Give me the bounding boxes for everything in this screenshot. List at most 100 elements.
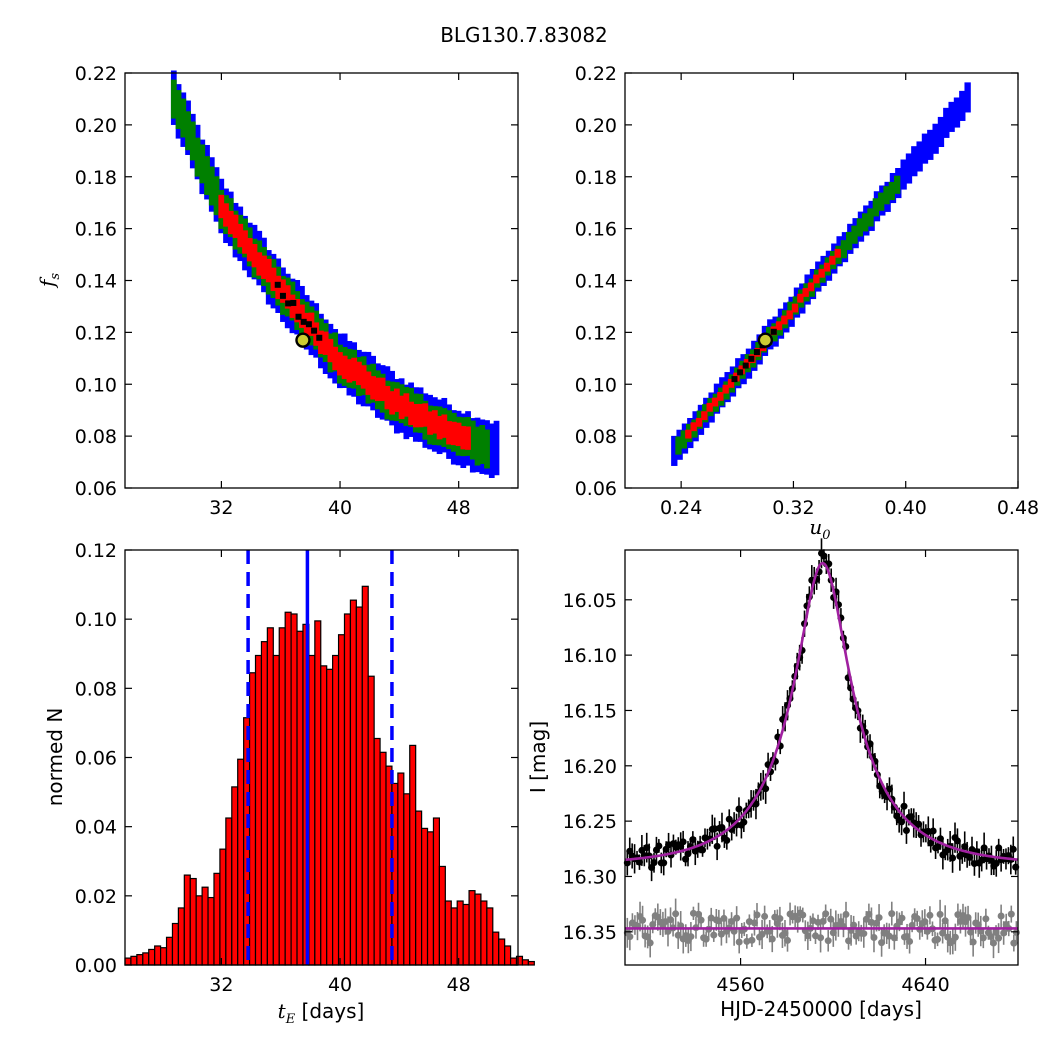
sigma1-cell — [685, 429, 692, 439]
hist-bar — [290, 613, 298, 966]
hist-bar — [421, 827, 429, 966]
hist-bar — [367, 675, 375, 966]
sigma1-cell — [261, 255, 267, 279]
hist-bar — [278, 627, 286, 966]
hist-bar — [521, 959, 529, 966]
resid-point — [646, 939, 654, 947]
x-tick-label: 0.40 — [885, 497, 927, 519]
sigma1-cell — [398, 395, 405, 420]
obs-point — [735, 805, 743, 813]
resid-point — [888, 910, 896, 918]
sigma2-cell — [675, 436, 682, 455]
p4-axes: 4560 4640 16.05 16.10 16.15 16.20 16.25 16.30 16… — [563, 550, 1018, 996]
sigma1-cell — [351, 357, 358, 382]
sigma1-cell — [823, 262, 831, 272]
best-fit-marker — [757, 332, 774, 348]
sigma1-cell — [422, 403, 429, 427]
resid-point — [989, 939, 997, 947]
resid-point — [822, 910, 830, 918]
sigma1-cell — [237, 223, 244, 248]
hist-bar — [237, 758, 245, 966]
y-tick-label: 0.04 — [75, 817, 117, 839]
obs-point — [929, 827, 937, 835]
sigma2-cell — [878, 192, 885, 211]
x-tick-label: 32 — [209, 497, 233, 519]
hist-bar — [480, 900, 488, 966]
y-tick-label: 16.25 — [563, 811, 617, 833]
figure-title: BLG130.7.83082 — [440, 23, 608, 47]
hist-bar — [426, 831, 435, 966]
y-tick-label: 0.08 — [75, 426, 117, 448]
sigma1-cell — [446, 421, 452, 445]
sigma3-cell — [948, 101, 955, 132]
sigma1-cell — [265, 258, 272, 283]
sigma1-cell — [403, 393, 410, 417]
resid-point — [799, 911, 807, 919]
p1-axes: 32 40 48 0.06 0.08 0.10 0.12 0.14 0.16 0.18 0.20 0.… — [75, 63, 518, 519]
hist-bar — [456, 900, 464, 966]
hist-bar — [148, 948, 156, 966]
y-tick-label: 0.02 — [75, 886, 117, 908]
y-tick-label: 0.22 — [575, 63, 617, 85]
model-curve — [624, 561, 1019, 862]
sigma3-cell — [916, 141, 923, 172]
p1-ylabel-sub: s — [48, 273, 63, 280]
hist-bar — [171, 922, 179, 966]
sigma3-cell — [964, 82, 971, 113]
sigma1-cell — [232, 214, 239, 239]
x-tick-label: 0.32 — [772, 497, 814, 519]
x-tick-label: 48 — [447, 497, 471, 519]
x-tick-label: 40 — [328, 974, 352, 996]
sigma3-cell — [900, 159, 907, 190]
sigma2-cell — [851, 225, 858, 244]
p3-xlabel: tE [days] — [278, 999, 365, 1027]
obs-point — [1009, 845, 1017, 853]
p4-xlabel: HJD-2450000 [days] — [720, 997, 922, 1021]
hist-bar — [450, 907, 458, 966]
sigma1-cell — [460, 426, 467, 450]
sigma1-cell — [341, 355, 348, 380]
hist-bar — [492, 931, 500, 966]
sigma1-cell — [807, 282, 815, 292]
resid-point — [951, 933, 959, 941]
resid-point — [1007, 910, 1015, 918]
panel-light-curve: 4560 4640 16.05 16.10 16.15 16.20 16.25 16.30 16… — [526, 538, 1020, 1021]
hist-bar — [468, 890, 476, 966]
obs-point — [902, 826, 910, 834]
hist-bar — [142, 952, 150, 966]
sigma1-cell — [408, 401, 414, 426]
sigma1-cell — [427, 411, 433, 435]
resid-point — [906, 937, 914, 945]
p2-xlabel: u0 — [809, 515, 830, 543]
sigma2-cell — [856, 218, 864, 237]
hist-bar — [219, 848, 227, 966]
sigma1-cell — [834, 248, 841, 258]
hist-bar — [201, 886, 209, 966]
sigma1-cell — [360, 365, 367, 389]
y-tick-label: 0.20 — [575, 115, 617, 137]
hist-bar — [337, 634, 346, 966]
sigma2-cell — [479, 425, 486, 464]
sigma1-cell — [797, 293, 804, 303]
resid-point — [875, 914, 883, 922]
y-tick-label: 16.20 — [563, 756, 617, 778]
sigma2-cell — [894, 175, 901, 194]
sigma2-cell — [213, 176, 220, 216]
y-tick-label: 0.10 — [575, 374, 617, 396]
hist-bar — [136, 954, 144, 966]
sigma3-cell — [493, 420, 500, 476]
p3-ylabel: normed N — [43, 708, 67, 807]
sigma1-cell — [294, 298, 301, 323]
sigma1-cell — [711, 397, 719, 407]
sigma2-cell — [180, 98, 187, 138]
resid-point — [758, 930, 766, 938]
sigma2-cell — [680, 430, 688, 449]
y-tick-label: 0.20 — [75, 115, 117, 137]
sigma1-cell — [455, 422, 462, 447]
best-cell — [731, 376, 738, 383]
sigma1-cell — [818, 268, 825, 278]
resid-point — [626, 933, 634, 941]
resid-point — [824, 937, 832, 945]
sigma2-cell — [883, 186, 890, 205]
